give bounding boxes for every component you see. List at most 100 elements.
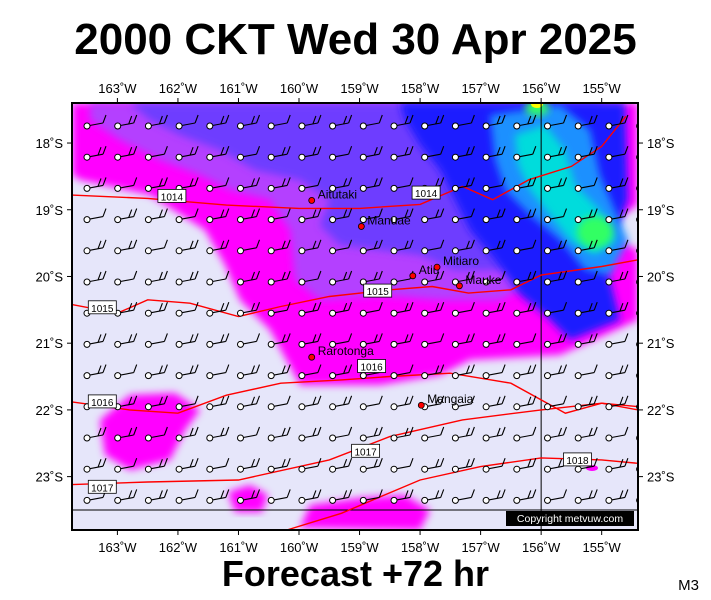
rain-peak-green [577, 216, 613, 248]
wind-barb-station [390, 372, 398, 380]
isobar-label-text: 1016 [91, 398, 114, 409]
rain-blob-tiny [586, 465, 598, 471]
wind-barb-station [206, 184, 214, 192]
wind-barb-feather [470, 177, 475, 186]
wind-barb [237, 395, 261, 411]
wind-barb [421, 426, 445, 442]
wind-barb-feather [255, 239, 261, 248]
wind-barb-feather [496, 240, 501, 249]
wind-barb-station [451, 434, 459, 442]
wind-barb [329, 302, 353, 317]
wind-barb-station [175, 122, 183, 130]
wind-barb-station [329, 216, 337, 224]
wind-barb-station [544, 247, 551, 255]
wind-barb-feather [527, 365, 532, 374]
wind-barb [390, 208, 414, 224]
wind-barb-shaft [640, 154, 656, 157]
wind-barb-feather [220, 427, 225, 437]
place-dot [456, 282, 463, 290]
wind-barb-feather [163, 395, 168, 404]
wind-barb-feather [128, 147, 133, 156]
isobar-label-text: 1015 [367, 287, 390, 298]
wind-barb-station [390, 216, 398, 224]
wind-barb-feather [373, 459, 378, 468]
wind-barb [237, 239, 261, 255]
wind-barb-station [451, 184, 459, 192]
isobar-label: 1017 [87, 479, 117, 494]
wind-barb-feather [250, 490, 256, 499]
wind-barb [605, 177, 629, 192]
wind-barb-station [114, 216, 122, 224]
wind-barb-station [421, 465, 429, 473]
wind-barb [237, 426, 261, 442]
wind-barb [636, 434, 638, 442]
wind-barb-station [237, 434, 244, 442]
wind-barb [359, 114, 383, 130]
wind-barb [574, 333, 598, 348]
wind-barb-feather [557, 271, 563, 281]
wind-barb-feather [378, 333, 383, 342]
wind-barb [83, 146, 107, 161]
wind-barb-feather [656, 240, 659, 248]
wind-barb-feather [409, 239, 414, 248]
wind-barb-feather [562, 208, 568, 217]
wind-barb-shaft [640, 248, 656, 251]
wind-barb-feather [496, 209, 501, 218]
wind-barb-station [513, 278, 521, 286]
wind-barb-station [482, 496, 490, 504]
wind-barb-feather [163, 458, 168, 467]
wind-barb [544, 426, 568, 442]
wind-barb [359, 239, 383, 255]
wind-barb-station [298, 496, 306, 504]
wind-barbs [83, 114, 659, 504]
wind-barb [605, 208, 629, 224]
wind-barb-station [114, 278, 122, 286]
wind-barb-station [421, 247, 429, 255]
wind-barb-feather [532, 458, 537, 467]
wind-barb-feather [527, 115, 532, 125]
wind-barb [114, 114, 138, 130]
wind-barb-station [574, 216, 582, 224]
wind-barb-feather [465, 240, 470, 249]
rain-peak-yellow [531, 103, 543, 108]
wind-barb-feather [158, 365, 163, 374]
wind-barb [206, 426, 230, 442]
wind-barb-station [329, 340, 337, 348]
wind-barb-station [605, 247, 613, 255]
wind-barb-station [206, 216, 214, 224]
wind-barb-feather [501, 114, 506, 124]
wind-barb-feather [189, 147, 194, 156]
wind-barb-feather [194, 426, 199, 436]
wind-barb-feather [128, 334, 133, 343]
wind-barb-feather [588, 427, 593, 437]
wind-barb-feather [286, 458, 291, 467]
wind-barb [329, 270, 353, 286]
isobar-label: 1015 [87, 300, 117, 315]
wind-barb-station [114, 247, 122, 255]
wind-barb-feather [440, 426, 445, 436]
isobar-label-box [87, 300, 117, 315]
wind-barb-feather [317, 302, 322, 311]
wind-barb-station [451, 372, 459, 380]
wind-barb-feather [409, 114, 414, 124]
wind-barb [513, 489, 537, 504]
wind-barb-feather [435, 396, 440, 405]
wind-barb-station [482, 184, 490, 192]
wind-barb [114, 239, 138, 255]
wind-barb-feather [194, 302, 199, 311]
wind-barb-feather [158, 303, 163, 312]
wind-barb-feather [404, 240, 409, 249]
wind-barb [451, 333, 475, 348]
wind-barb-station [574, 247, 582, 255]
wind-barb-feather [527, 490, 532, 499]
wind-barb-feather [532, 270, 537, 280]
wind-barb-feather [163, 114, 168, 124]
wind-barb-station [605, 465, 613, 473]
wind-barb [175, 489, 199, 504]
wind-barb-feather [409, 458, 414, 467]
wind-barb [451, 146, 475, 161]
wind-barb-feather [619, 365, 624, 374]
wind-barb-feather [532, 146, 537, 155]
wind-barb-feather [312, 334, 317, 343]
wind-barb [451, 426, 475, 442]
